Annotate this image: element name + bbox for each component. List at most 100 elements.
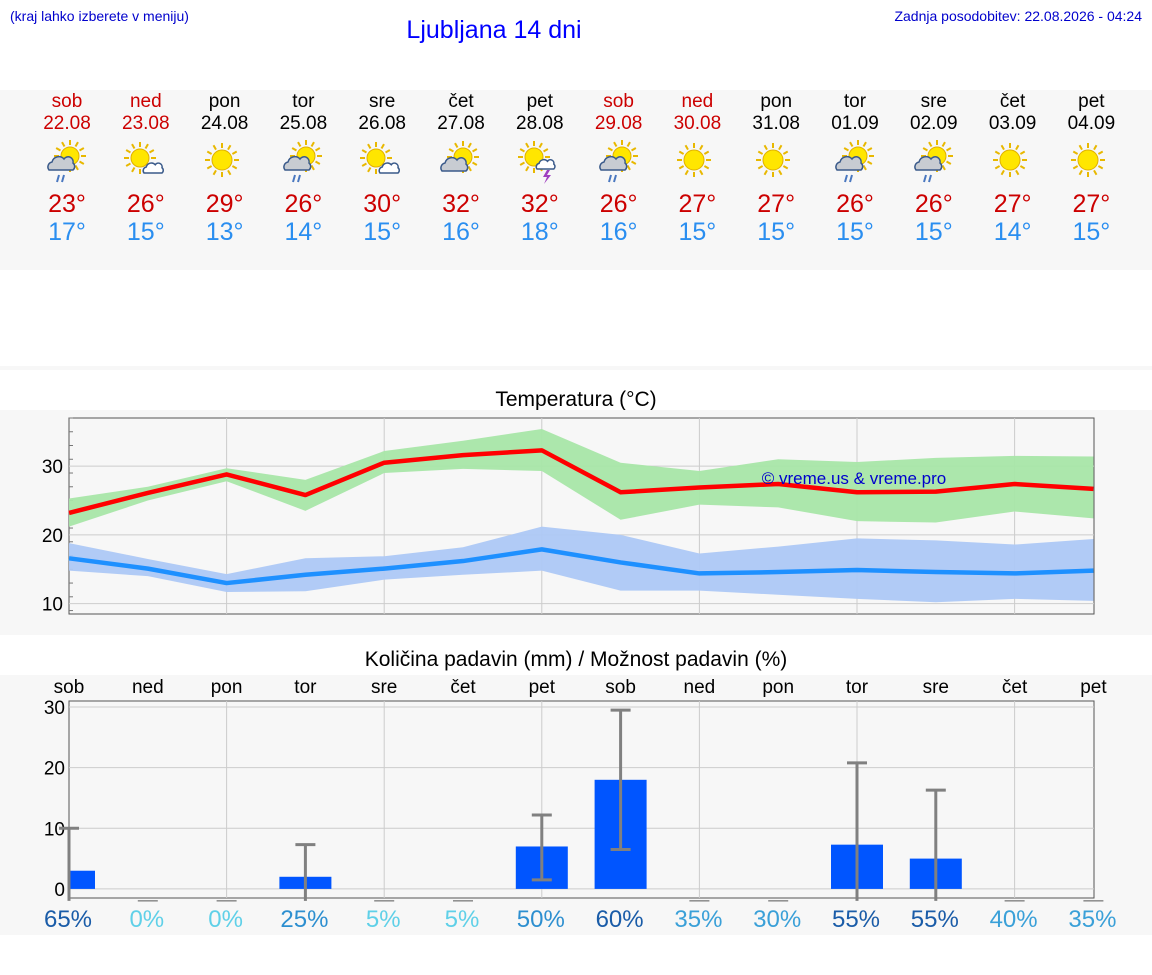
min-temperature: 15°	[126, 218, 165, 246]
precipitation-bar	[69, 870, 95, 889]
sun-small-cloud-icon	[123, 142, 164, 174]
day-date: 01.09	[831, 113, 879, 134]
min-temperature: 15°	[914, 218, 953, 246]
sun-cloud-rain-icon	[47, 140, 86, 183]
section-divider	[0, 366, 1152, 370]
sun-storm-icon	[517, 141, 556, 184]
day-column: pet 28.08 32° 18°	[500, 90, 579, 246]
day-name: tor	[292, 91, 315, 112]
max-temperature: 32°	[442, 190, 480, 218]
y-tick-label: 20	[44, 759, 65, 780]
max-temperature: 27°	[678, 190, 717, 218]
x-category-label: pon	[211, 677, 243, 698]
x-category-label: čet	[1002, 677, 1028, 698]
day-name: pet	[526, 91, 553, 112]
max-temperature: 27°	[1072, 190, 1111, 218]
min-temperature-line	[68, 547, 1094, 586]
sun-icon	[992, 143, 1027, 177]
x-category-label: pet	[1080, 677, 1107, 698]
x-category-label: tor	[294, 677, 317, 698]
precipitation-probability: 5%	[366, 906, 401, 933]
day-date: 04.09	[1067, 113, 1116, 134]
min-temperature: 15°	[363, 218, 402, 246]
min-temperature: 15°	[1072, 218, 1111, 246]
temperature-chart-title: Temperatura (°C)	[495, 388, 657, 411]
min-temperature: 15°	[836, 218, 874, 246]
max-temperature: 26°	[836, 190, 874, 218]
day-name: čet	[999, 91, 1026, 112]
precipitation-probability: 0%	[208, 906, 243, 933]
day-column: pet 04.09 27° 15°	[1052, 90, 1131, 246]
day-name: tor	[843, 91, 867, 112]
min-temperature: 15°	[678, 218, 717, 246]
sun-icon	[756, 143, 791, 177]
max-temperature: 27°	[757, 190, 796, 218]
x-category-label: sob	[605, 677, 636, 698]
sun-cloud-rain-icon	[913, 140, 953, 183]
max-temperature: 29°	[205, 190, 244, 218]
y-tick-label: 10	[42, 595, 63, 616]
x-category-label: ned	[132, 677, 164, 698]
day-column: ned 30.08 27° 15°	[658, 90, 737, 246]
y-tick-label: 20	[42, 526, 63, 547]
precipitation-probability: 65%	[44, 906, 92, 933]
min-temperature: 13°	[205, 218, 244, 246]
precipitation-probability: 35%	[674, 906, 722, 933]
x-category-label: sre	[371, 677, 397, 698]
day-name: pon	[760, 91, 793, 112]
temperature-chart: 10 20 30 © vreme.us & vreme.pro	[42, 417, 1095, 616]
min-temperature: 17°	[48, 218, 86, 246]
day-column: pon 24.08 29° 13°	[185, 90, 264, 246]
min-temperature: 18°	[520, 218, 559, 246]
max-temperature-range	[69, 429, 1094, 527]
day-column: sre 02.09 26° 15°	[894, 90, 973, 246]
min-temperature: 14°	[993, 218, 1032, 246]
day-column: pon 31.08 27° 15°	[737, 90, 816, 246]
max-temperature: 27°	[993, 190, 1032, 218]
sun-cloud-rain-icon	[598, 140, 638, 183]
x-category-label: pon	[762, 677, 794, 698]
max-temperature: 23°	[48, 190, 86, 218]
x-category-label: sre	[923, 677, 949, 698]
last-updated: Zadnja posodobitev: 22.08.2026 - 04:24	[894, 8, 1142, 24]
precipitation-chart-title: Količina padavin (mm) / Možnost padavin …	[364, 648, 788, 671]
precipitation-probability: 25%	[280, 906, 328, 933]
day-column: ned 23.08 26° 15°	[106, 90, 185, 246]
day-column: čet 27.08 32° 16°	[422, 90, 501, 246]
precipitation-probability: 60%	[596, 906, 644, 933]
day-name: sre	[368, 91, 396, 112]
min-temperature-range	[69, 526, 1094, 603]
precipitation-probability: 40%	[990, 906, 1038, 933]
sun-icon	[677, 143, 712, 177]
precipitation-probability: 55%	[911, 906, 959, 933]
day-date: 02.09	[910, 113, 958, 134]
day-date: 03.09	[988, 113, 1037, 134]
daily-forecast-strip: sob 22.08 23° 17° ned 23.08 26° 15° pon 24.08 29° 1…	[0, 90, 1152, 270]
location-hint: (kraj lahko izberete v meniju)	[10, 8, 189, 24]
day-date: 29.08	[594, 113, 643, 134]
precipitation-probability: 50%	[517, 906, 565, 933]
day-column: tor 01.09 26° 15°	[816, 90, 895, 246]
day-date: 27.08	[437, 113, 485, 134]
max-temperature: 26°	[284, 190, 323, 218]
x-category-label: čet	[450, 677, 476, 698]
x-category-label: pet	[529, 677, 556, 698]
sun-small-cloud-icon	[360, 142, 401, 174]
x-category-label: sob	[54, 677, 85, 698]
precipitation-probability: 0%	[129, 906, 164, 933]
day-name: čet	[448, 91, 474, 112]
page-title: Ljubljana 14 dni	[406, 16, 582, 44]
day-date: 22.08	[43, 113, 91, 134]
day-column: čet 03.09 27° 14°	[973, 90, 1052, 246]
max-temperature-line	[68, 448, 1094, 516]
sun-grey-cloud-icon	[440, 141, 479, 173]
sun-icon	[204, 143, 239, 177]
y-tick-label: 0	[54, 880, 65, 901]
max-temperature: 30°	[363, 190, 402, 218]
day-date: 25.08	[279, 113, 328, 134]
day-name: ned	[129, 91, 162, 112]
day-name: ned	[681, 91, 714, 112]
day-date: 23.08	[122, 113, 170, 134]
day-date: 28.08	[516, 113, 564, 134]
